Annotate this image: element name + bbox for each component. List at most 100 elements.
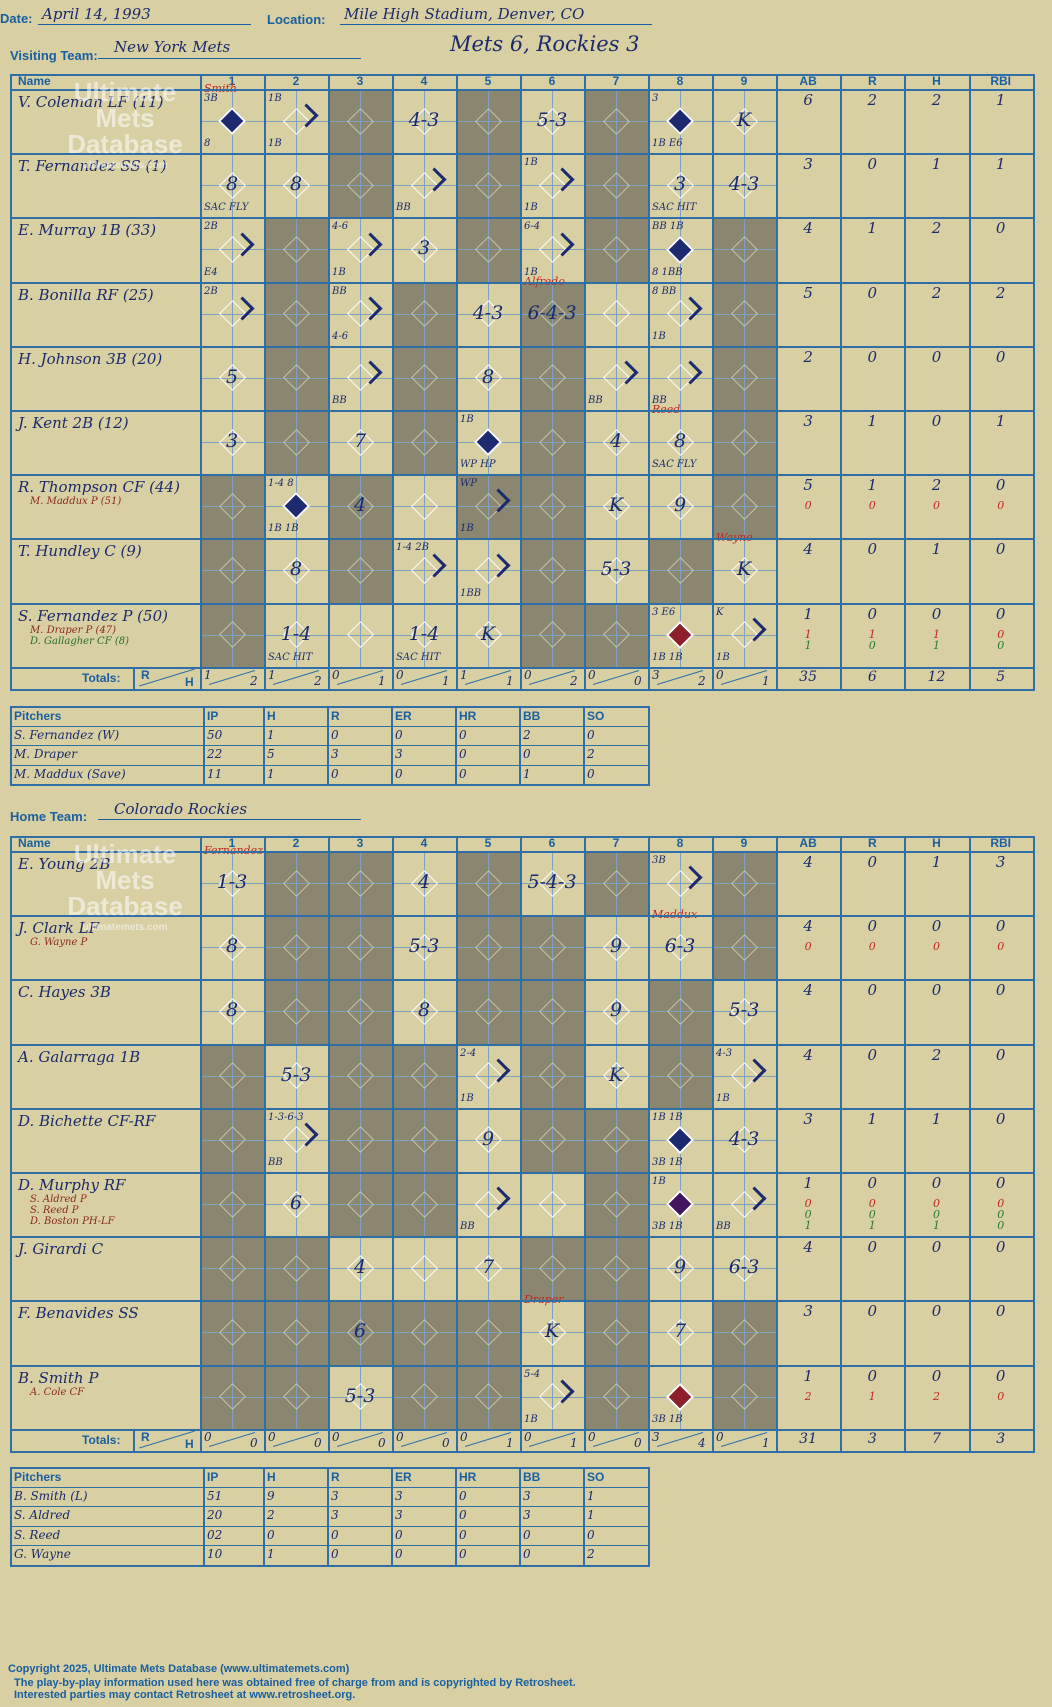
cell-crosshair-v	[488, 1172, 489, 1237]
play-note-top: BB 1B	[652, 221, 684, 233]
cell-crosshair-v	[680, 474, 681, 539]
stat-value: 1	[803, 1366, 813, 1385]
totals-slash	[720, 1431, 768, 1447]
base-diamond	[474, 171, 502, 199]
substitute-name: D. Gallagher CF (8)	[30, 635, 129, 647]
stat-value: 0	[997, 940, 1005, 954]
stat-value: 4	[803, 219, 813, 238]
base-diamond	[666, 557, 694, 584]
stat-value: 0	[995, 540, 1006, 559]
stat-value: 3	[803, 1109, 813, 1128]
at-bat-cell	[392, 538, 456, 603]
pitcher-row-line	[10, 1486, 648, 1488]
stat-value: 0	[867, 283, 878, 302]
pitcher-header: R	[331, 709, 340, 723]
stat-value: 2	[932, 1389, 940, 1403]
header-stat-h: H	[932, 74, 941, 88]
play-result: 7	[673, 1320, 687, 1343]
at-bat-cell	[712, 153, 776, 218]
at-bat-cell	[264, 153, 328, 218]
cell-crosshair-v	[232, 851, 233, 916]
cell-crosshair-v	[616, 1300, 617, 1365]
play-note-top: 1-4 8	[268, 478, 294, 490]
at-bat-cell	[200, 915, 264, 980]
inning-hits: 0	[442, 1435, 450, 1450]
pitcher-stat: 3	[331, 747, 339, 761]
at-bat-cell	[456, 1043, 520, 1108]
stat-value: 2	[803, 347, 813, 366]
totals-slash	[464, 669, 512, 685]
watermark-logo: Ultimate Mets Database ultimatemets.com	[55, 841, 195, 933]
inning-hits: 0	[314, 1435, 322, 1450]
cell-crosshair-v	[296, 89, 297, 154]
header-inning-7: 7	[612, 74, 620, 88]
at-bat-cell	[264, 217, 328, 282]
play-note-bottom: 1B	[652, 330, 666, 342]
player-name: F. Benavides SS	[18, 1304, 139, 1323]
play-result: 6	[353, 1320, 367, 1343]
player-name: J. Girardi C	[18, 1240, 104, 1259]
home-team-label: Home Team:	[10, 809, 88, 824]
at-bat-cell	[392, 1043, 456, 1108]
header-stat-ab: AB	[799, 836, 817, 850]
player-name: B. Smith P	[18, 1368, 99, 1387]
play-result: 4	[353, 494, 367, 517]
at-bat-cell	[584, 1364, 648, 1429]
pitcher-stat: 11	[207, 766, 223, 781]
totals-r-label: R	[141, 1429, 150, 1444]
pitcher-name: B. Smith (L)	[14, 1488, 88, 1503]
stat-value: 1	[867, 412, 878, 430]
cell-crosshair-v	[488, 345, 489, 410]
at-bat-cell	[456, 474, 520, 539]
play-note-bottom: WP HP	[460, 459, 496, 471]
at-bat-cell	[456, 153, 520, 218]
stat-value: 2	[804, 1389, 812, 1403]
pitcher-stat: 0	[587, 727, 595, 742]
cell-crosshair-v	[232, 410, 233, 475]
pitcher-stat: 20	[207, 1508, 223, 1522]
pitcher-stat: 0	[331, 1547, 339, 1561]
stat-value: 0	[997, 1219, 1005, 1232]
stat-col-line	[968, 74, 971, 691]
inning-hits: 0	[634, 1435, 642, 1450]
stat-col-line	[1032, 74, 1035, 691]
stat-value: 0	[931, 1174, 942, 1192]
stat-value: 3	[995, 853, 1006, 871]
header-inning-8: 8	[676, 836, 684, 850]
cell-crosshair-v	[232, 474, 233, 539]
play-note-bottom: 1B	[524, 1413, 538, 1425]
at-bat-cell	[328, 915, 392, 980]
at-bat-cell	[712, 410, 776, 475]
at-bat-cell	[392, 474, 456, 539]
watermark-line2: Mets	[95, 103, 155, 133]
cell-crosshair-v	[296, 1364, 297, 1429]
pitcher-stat: 0	[459, 1508, 467, 1522]
stat-value: 4	[803, 1045, 813, 1064]
stat-value: 0	[997, 499, 1005, 513]
play-result: K	[736, 558, 752, 581]
base-diamond	[282, 1319, 310, 1346]
header-name: Name	[18, 836, 51, 850]
at-bat-cell	[584, 1107, 648, 1172]
at-bat-cell	[328, 410, 392, 475]
cell-crosshair-v	[744, 1043, 745, 1108]
header-stat-r: R	[867, 74, 877, 88]
player-name: T. Hundley C (9)	[18, 542, 142, 561]
at-bat-cell	[392, 217, 456, 282]
base-diamond	[218, 621, 246, 649]
base-diamond	[346, 933, 374, 961]
cell-crosshair-v	[616, 538, 617, 603]
cell-crosshair-v	[616, 89, 617, 154]
cell-crosshair-v	[232, 1107, 233, 1172]
pitcher-header: BB	[523, 709, 541, 723]
play-note-top: 1-4 2B	[396, 542, 429, 554]
visiting-underline	[98, 58, 361, 59]
at-bat-cell	[264, 345, 328, 410]
cell-crosshair-v	[616, 217, 617, 282]
base-diamond	[410, 364, 438, 392]
stat-value: 0	[867, 853, 878, 871]
at-bat-cell	[392, 979, 456, 1044]
at-bat-cell	[712, 1107, 776, 1172]
at-bat-cell	[456, 1236, 520, 1301]
pitcher-stat: 1	[267, 766, 275, 781]
